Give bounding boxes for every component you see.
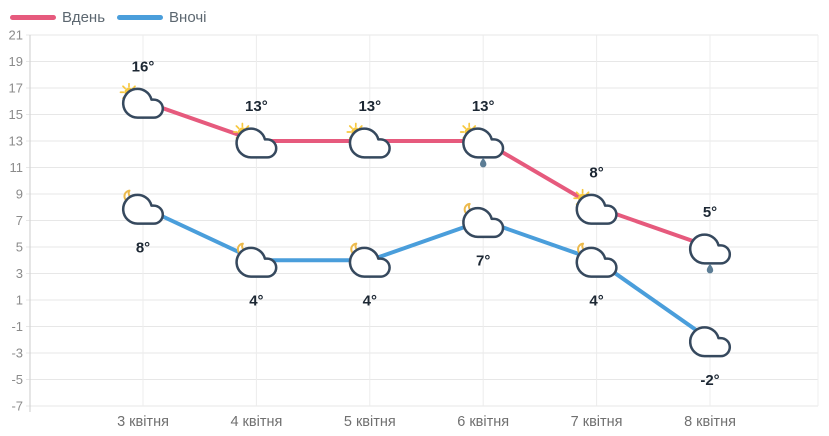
weather-icon-sun-cloud-rain bbox=[459, 122, 505, 168]
temp-label: -2° bbox=[700, 372, 719, 389]
legend-item-night[interactable]: Вночі bbox=[117, 9, 206, 26]
cloud-icon bbox=[688, 326, 732, 358]
temp-label: 4° bbox=[589, 292, 603, 309]
cloud-icon bbox=[121, 193, 165, 225]
temp-label: 13° bbox=[245, 98, 268, 115]
temp-label: 4° bbox=[249, 292, 263, 309]
cloud-icon bbox=[348, 246, 391, 278]
temp-label: 7° bbox=[476, 253, 490, 270]
temp-label: 8° bbox=[589, 164, 603, 181]
weather-icon-sun-cloud bbox=[233, 122, 278, 159]
weather-icon-cloud-rain bbox=[688, 233, 732, 274]
cloud-icon bbox=[575, 193, 618, 225]
x-tick-label: 6 квітня bbox=[457, 414, 509, 430]
temp-label: 13° bbox=[358, 98, 381, 115]
y-tick-label: 3 bbox=[16, 266, 23, 281]
weather-icon-cloud bbox=[688, 326, 732, 358]
x-tick-label: 3 квітня bbox=[117, 414, 169, 430]
temp-label: 16° bbox=[132, 58, 155, 75]
temp-label: 4° bbox=[363, 292, 377, 309]
y-tick-label: 13 bbox=[9, 134, 23, 149]
y-tick-label: 1 bbox=[16, 293, 23, 308]
temp-label: 8° bbox=[136, 239, 150, 256]
cloud-icon bbox=[121, 87, 165, 119]
raindrop-icon bbox=[480, 157, 487, 168]
y-tick-label: -7 bbox=[11, 399, 23, 414]
y-tick-label: 5 bbox=[16, 240, 23, 255]
weather-icon-sun-cloud bbox=[573, 188, 618, 225]
cloud-icon bbox=[462, 127, 505, 159]
weather-icon-moon-cloud bbox=[462, 202, 505, 239]
temp-label: 13° bbox=[472, 98, 495, 115]
weather-icon-moon-cloud bbox=[235, 242, 278, 278]
night-line-swatch bbox=[117, 15, 164, 20]
day-line-swatch bbox=[10, 15, 56, 20]
x-tick-label: 5 квітня bbox=[344, 414, 396, 430]
y-tick-label: -5 bbox=[11, 372, 23, 387]
y-tick-label: 21 bbox=[9, 28, 23, 43]
x-tick-label: 8 квітня bbox=[684, 414, 736, 430]
weather-icon-moon-cloud bbox=[348, 242, 391, 278]
x-tick-label: 4 квітня bbox=[230, 414, 282, 430]
weather-icon-sun-cloud bbox=[346, 122, 391, 159]
weather-icon-moon-cloud bbox=[575, 242, 618, 278]
raindrop-icon bbox=[706, 263, 714, 274]
y-tick-label: -1 bbox=[11, 319, 23, 334]
legend-label-day: Вдень bbox=[62, 9, 106, 26]
y-tick-label: 7 bbox=[16, 213, 23, 228]
legend-item-day[interactable]: Вдень bbox=[10, 9, 105, 26]
cloud-icon bbox=[235, 127, 278, 159]
legend-label-night: Вночі bbox=[169, 9, 207, 26]
y-tick-label: -3 bbox=[11, 346, 23, 361]
y-tick-label: 19 bbox=[9, 54, 23, 69]
cloud-icon bbox=[575, 246, 618, 278]
series-line-day bbox=[141, 99, 712, 249]
y-tick-label: 9 bbox=[16, 187, 23, 202]
cloud-icon bbox=[462, 206, 505, 239]
y-tick-label: 15 bbox=[9, 107, 23, 122]
cloud-icon bbox=[348, 127, 391, 159]
cloud-icon bbox=[688, 233, 732, 265]
cloud-icon bbox=[235, 246, 278, 278]
weather-icon-moon-cloud bbox=[121, 189, 165, 225]
y-tick-label: 11 bbox=[10, 160, 24, 175]
x-tick-label: 7 квітня bbox=[571, 414, 623, 430]
chart-legend: Вдень Вночі bbox=[10, 9, 206, 26]
y-tick-label: 17 bbox=[9, 81, 23, 96]
temp-label: 5° bbox=[703, 204, 717, 221]
weather-icon-sun-cloud bbox=[119, 82, 165, 119]
